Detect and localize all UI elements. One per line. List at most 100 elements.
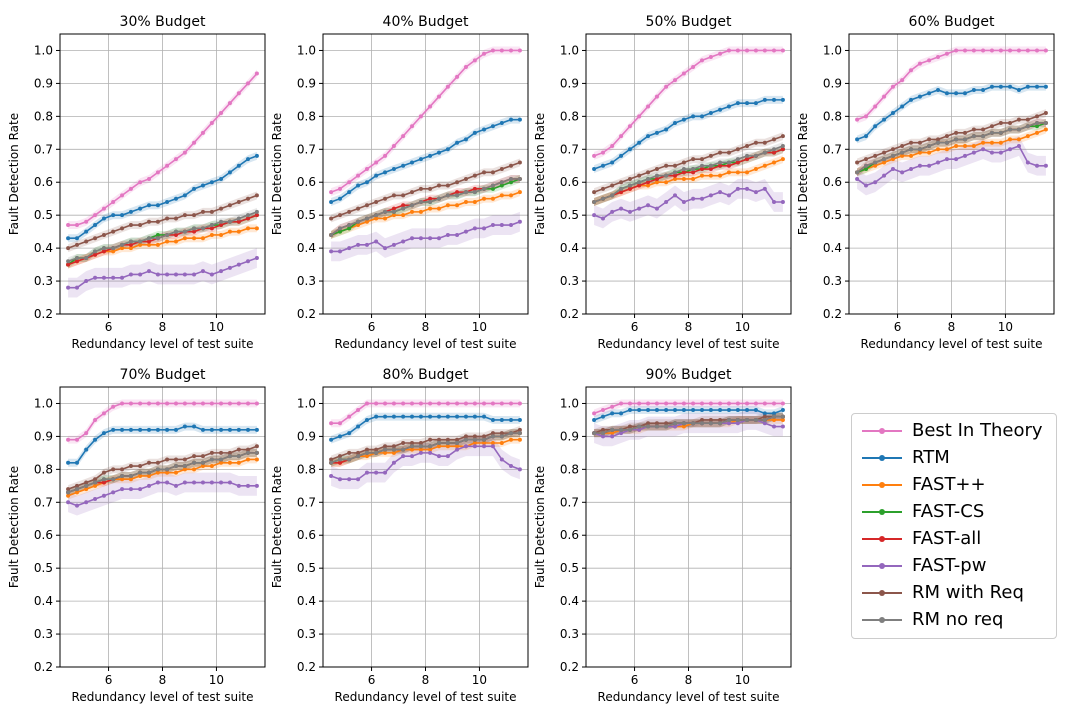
subplot-2-point-best-in-theory bbox=[410, 124, 415, 129]
subplot-2-point-rtm bbox=[329, 200, 334, 204]
subplot-1-xtick-label: 8 bbox=[159, 320, 167, 334]
subplot-3-point-rm-with-req bbox=[772, 137, 777, 142]
subplot-3-ytick-label: 0.6 bbox=[560, 175, 579, 189]
subplot-4-point-rm-with-req bbox=[917, 140, 922, 145]
subplot-7-point-fast-plus-plus bbox=[772, 417, 777, 422]
subplot-4-point-rm-no-req bbox=[909, 147, 914, 152]
subplot-2-point-rm-no-req bbox=[499, 180, 504, 185]
subplot-5-ylabel: Fault Detection Rate bbox=[7, 466, 21, 588]
subplot-1-ytick-label: 0.6 bbox=[34, 175, 53, 189]
subplot-3-point-fast-pw bbox=[726, 193, 731, 198]
subplot-4-point-fast-plus-plus bbox=[882, 160, 887, 165]
subplot-1-point-fast-plus-plus bbox=[200, 236, 205, 241]
subplot-7-point-rm-with-req bbox=[600, 427, 605, 432]
subplot-5-point-rm-with-req bbox=[111, 467, 116, 472]
subplot-7-point-best-in-theory bbox=[673, 401, 678, 406]
subplot-2-band-rm-no-req bbox=[331, 174, 520, 239]
subplot-7-point-rm-no-req bbox=[735, 417, 740, 422]
subplot-4-ytick-label: 1.0 bbox=[823, 43, 842, 57]
subplot-1-point-fast-pw bbox=[200, 269, 205, 274]
subplot-6-ytick-label: 0.2 bbox=[297, 660, 316, 674]
subplot-2-point-fast-plus-plus bbox=[374, 216, 379, 221]
subplot-2-point-fast-plus-plus bbox=[482, 196, 487, 201]
subplot-6-point-best-in-theory bbox=[482, 401, 487, 406]
subplot-4-point-rm-with-req bbox=[863, 157, 868, 162]
subplot-2-point-fast-plus-plus bbox=[463, 200, 468, 204]
subplot-7-point-fast-pw bbox=[780, 424, 785, 429]
subplot-7-point-best-in-theory bbox=[592, 411, 597, 416]
subplot-3-point-fast-all bbox=[780, 147, 785, 152]
subplot-1-point-fast-plus-plus bbox=[236, 229, 241, 234]
subplot-7-point-best-in-theory bbox=[619, 401, 624, 406]
subplot-5-point-rm-with-req bbox=[120, 467, 125, 472]
subplot-1-point-rm-with-req bbox=[200, 209, 205, 214]
subplot-4-point-best-in-theory bbox=[936, 55, 941, 60]
subplot-4-point-fast-pw bbox=[1035, 163, 1040, 168]
subplot-6-point-best-in-theory bbox=[337, 421, 342, 426]
subplot-3-point-best-in-theory bbox=[610, 144, 615, 148]
subplot-5-point-best-in-theory bbox=[155, 401, 160, 406]
subplot-3-point-rtm bbox=[745, 101, 750, 106]
subplot-2-point-fast-plus-plus bbox=[356, 223, 361, 228]
subplot-3-point-fast-all bbox=[699, 167, 704, 172]
subplot-4-point-rtm bbox=[900, 104, 905, 109]
subplot-4-point-rm-with-req bbox=[1043, 111, 1048, 116]
subplot-7-point-rtm bbox=[718, 408, 723, 413]
subplot-2-point-rm-with-req bbox=[472, 173, 477, 178]
subplot-5-point-rtm bbox=[155, 427, 160, 432]
subplot-5-point-best-in-theory bbox=[192, 401, 197, 406]
subplot-5: 0.2 0.3 0.4 0.5 0.6 0.7 0.8 0.9 1.0 6 8 10 70% Budge… bbox=[7, 367, 266, 704]
subplot-7-line-best-in-theory bbox=[593, 402, 783, 415]
subplot-7-ylabel: Fault Detection Rate bbox=[533, 466, 547, 588]
subplot-3-ytick-label: 0.8 bbox=[560, 109, 579, 123]
subplot-3-point-fast-all bbox=[726, 163, 731, 168]
subplot-2-point-rtm bbox=[337, 196, 342, 201]
subplot-7-point-rm-no-req bbox=[753, 417, 758, 422]
subplot-3-point-rm-with-req bbox=[646, 170, 651, 175]
subplot-5-point-rm-with-req bbox=[173, 457, 178, 462]
subplot-7-point-rtm bbox=[664, 408, 669, 413]
subplot-3-point-fast-all bbox=[646, 180, 651, 185]
subplot-2-point-best-in-theory bbox=[463, 64, 468, 69]
subplot-4-point-rtm bbox=[917, 94, 922, 99]
subplot-6-point-rtm bbox=[436, 414, 441, 419]
subplot-3-point-rtm bbox=[654, 130, 659, 135]
subplot-3-point-fast-pw bbox=[735, 186, 740, 191]
subplot-5-point-fast-plus-plus bbox=[219, 460, 224, 465]
subplot-2-point-rtm bbox=[499, 120, 504, 125]
subplot-1-point-best-in-theory bbox=[209, 120, 214, 125]
subplot-1-point-rm-no-req bbox=[93, 249, 98, 254]
subplot-3-point-rm-no-req bbox=[726, 160, 731, 165]
subplot-6-point-fast-pw bbox=[517, 467, 522, 472]
subplot-3-point-fast-pw bbox=[627, 209, 632, 214]
subplot-6-point-fast-plus-plus bbox=[517, 437, 522, 442]
subplot-7-point-rm-no-req bbox=[646, 424, 651, 429]
subplot-3-ytick-label: 0.3 bbox=[560, 274, 579, 288]
subplot-3-point-rm-with-req bbox=[753, 140, 758, 145]
subplot-6-point-rm-with-req bbox=[482, 434, 487, 439]
subplot-3-point-rtm bbox=[718, 107, 723, 112]
subplot-4-point-rtm bbox=[936, 88, 941, 92]
subplot-1-point-rtm bbox=[74, 236, 79, 241]
subplot-4-point-rm-with-req bbox=[873, 153, 878, 158]
subplot-3-xtick-label: 6 bbox=[631, 320, 639, 334]
subplot-7-point-rtm bbox=[762, 411, 767, 416]
subplot-7-point-rtm bbox=[673, 408, 678, 413]
subplot-7-point-rm-with-req bbox=[654, 421, 659, 426]
subplot-7-point-rtm bbox=[627, 408, 632, 413]
subplot-1-point-best-in-theory bbox=[219, 111, 224, 116]
subplot-6-point-rtm bbox=[374, 414, 379, 419]
subplot-7-point-rtm bbox=[691, 408, 696, 413]
subplot-4-point-rm-no-req bbox=[998, 130, 1003, 135]
subplot-1-ytick-label: 0.9 bbox=[34, 76, 53, 90]
subplot-2-point-rm-with-req bbox=[391, 193, 396, 198]
subplot-2-point-best-in-theory bbox=[356, 173, 361, 178]
subplot-3-point-rm-no-req bbox=[673, 170, 678, 175]
legend-swatch-fast-all bbox=[862, 536, 902, 542]
subplot-4-point-rtm bbox=[1025, 84, 1030, 89]
subplot-3-point-fast-pw bbox=[780, 200, 785, 204]
subplot-2-point-fast-plus-plus bbox=[391, 213, 396, 218]
subplot-3-point-rtm bbox=[753, 101, 758, 106]
subplot-5-point-rm-no-req bbox=[182, 464, 187, 469]
subplot-2-point-best-in-theory bbox=[374, 160, 379, 165]
